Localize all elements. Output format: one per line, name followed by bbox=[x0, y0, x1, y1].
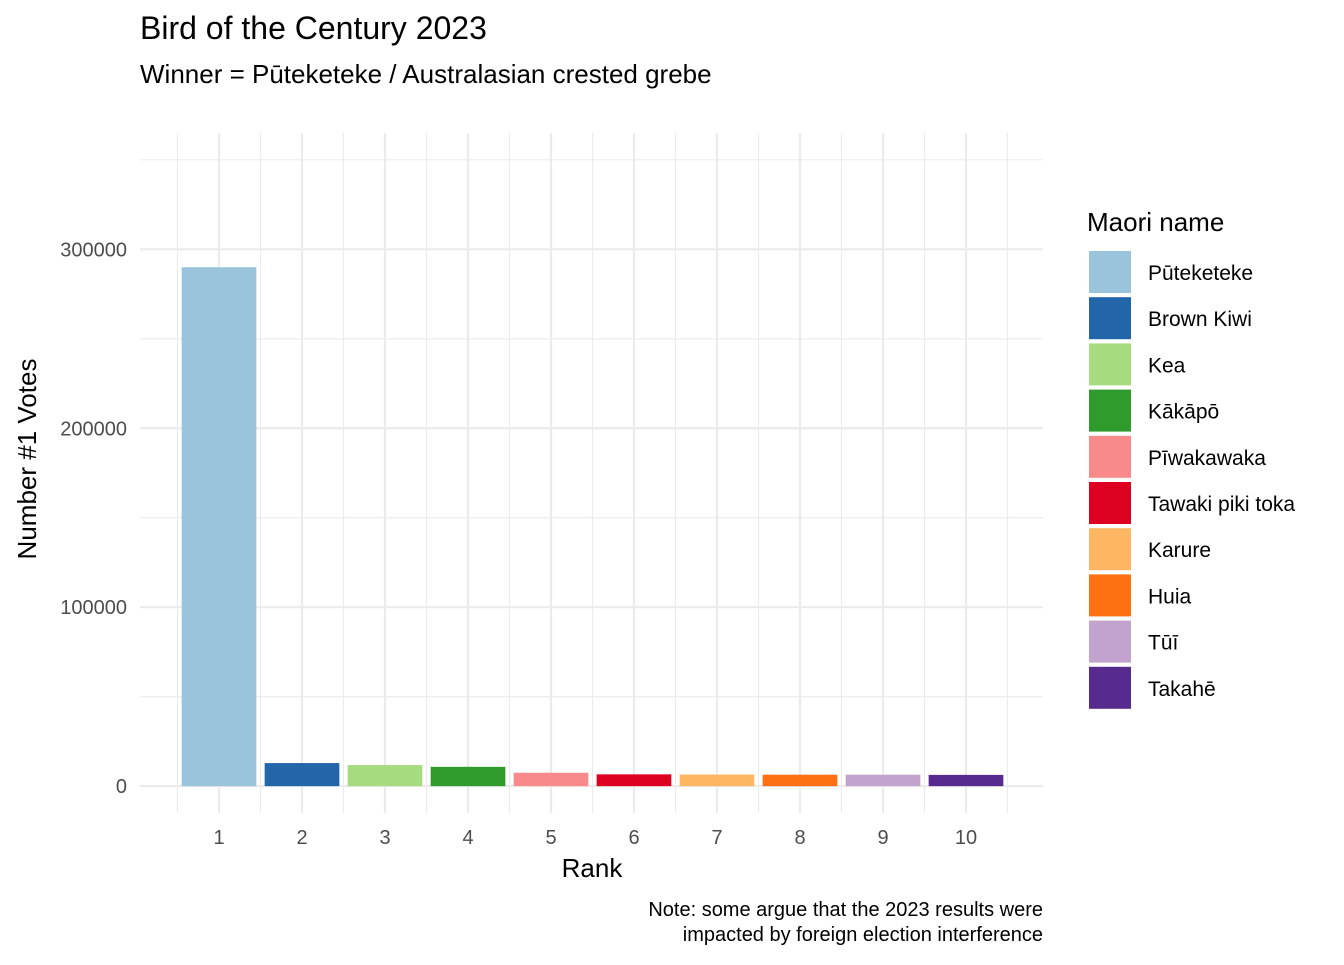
legend-key bbox=[1089, 620, 1131, 663]
x-tick-label: 1 bbox=[213, 827, 224, 849]
x-tick-label: 10 bbox=[955, 827, 977, 849]
x-tick-label: 6 bbox=[628, 827, 639, 849]
legend-key bbox=[1089, 482, 1131, 524]
legend-key bbox=[1089, 666, 1131, 709]
legend-key bbox=[1089, 435, 1131, 478]
bar-rank-5 bbox=[513, 772, 589, 787]
grid-layer bbox=[140, 133, 1043, 813]
legend-label: Brown Kiwi bbox=[1148, 308, 1252, 331]
chart-title: Bird of the Century 2023 bbox=[140, 10, 487, 46]
legend-label: Kākāpō bbox=[1148, 401, 1219, 424]
x-tick-label: 2 bbox=[296, 827, 307, 849]
legend-items: Pūteketeke Brown Kiwi Kea Kākāpō Pīwakawaka T… bbox=[1089, 251, 1295, 709]
y-tick-label: 100000 bbox=[60, 597, 127, 619]
legend-title: Maori name bbox=[1087, 207, 1224, 237]
legend-label: Kea bbox=[1148, 354, 1186, 377]
bar-rank-1 bbox=[181, 267, 257, 787]
legend-key bbox=[1089, 389, 1131, 432]
x-tick-layer: 1 2 3 4 5 6 7 8 9 10 bbox=[213, 827, 977, 849]
x-tick-label: 8 bbox=[794, 827, 805, 849]
caption-line-1: Note: some argue that the 2023 results w… bbox=[648, 899, 1043, 921]
y-tick-layer: 0 100000 200000 300000 bbox=[60, 239, 127, 798]
legend-label: Tūī bbox=[1148, 632, 1179, 655]
legend-label: Karure bbox=[1148, 539, 1211, 562]
legend: Maori name Pūteketeke Brown Kiwi Kea Kākāpō… bbox=[1087, 207, 1295, 709]
bar-rank-2 bbox=[264, 763, 340, 787]
y-tick-label: 300000 bbox=[60, 239, 127, 261]
x-tick-label: 3 bbox=[379, 827, 390, 849]
legend-key bbox=[1089, 297, 1131, 340]
bar-rank-4 bbox=[430, 766, 506, 787]
legend-key bbox=[1089, 528, 1131, 571]
legend-key bbox=[1089, 574, 1131, 617]
legend-key bbox=[1089, 343, 1131, 386]
y-tick-label: 200000 bbox=[60, 418, 127, 440]
chart-subtitle: Winner = Pūteketeke / Australasian crest… bbox=[140, 59, 712, 89]
bar-layer bbox=[181, 267, 1004, 787]
legend-label: Tawaki piki toka bbox=[1148, 493, 1295, 516]
caption-line-2: impacted by foreign election interferenc… bbox=[683, 924, 1043, 946]
bar-rank-3 bbox=[347, 765, 423, 787]
bar-rank-8 bbox=[762, 774, 838, 787]
x-tick-label: 5 bbox=[545, 827, 556, 849]
x-tick-label: 7 bbox=[711, 827, 722, 849]
x-tick-label: 9 bbox=[877, 827, 888, 849]
legend-label: Takahē bbox=[1148, 678, 1216, 701]
legend-label: Huia bbox=[1148, 585, 1192, 608]
bar-rank-9 bbox=[845, 774, 921, 787]
legend-label: Pīwakawaka bbox=[1148, 447, 1266, 470]
x-axis-title: Rank bbox=[562, 853, 624, 883]
bar-rank-6 bbox=[596, 774, 672, 787]
legend-key bbox=[1089, 251, 1131, 293]
x-tick-label: 4 bbox=[462, 827, 473, 849]
legend-label: Pūteketeke bbox=[1148, 262, 1253, 285]
y-axis-title: Number #1 Votes bbox=[12, 359, 42, 560]
y-tick-label: 0 bbox=[116, 776, 127, 798]
caption: Note: some argue that the 2023 results w… bbox=[648, 899, 1043, 946]
bar-rank-10 bbox=[928, 774, 1004, 787]
bar-rank-7 bbox=[679, 774, 755, 787]
